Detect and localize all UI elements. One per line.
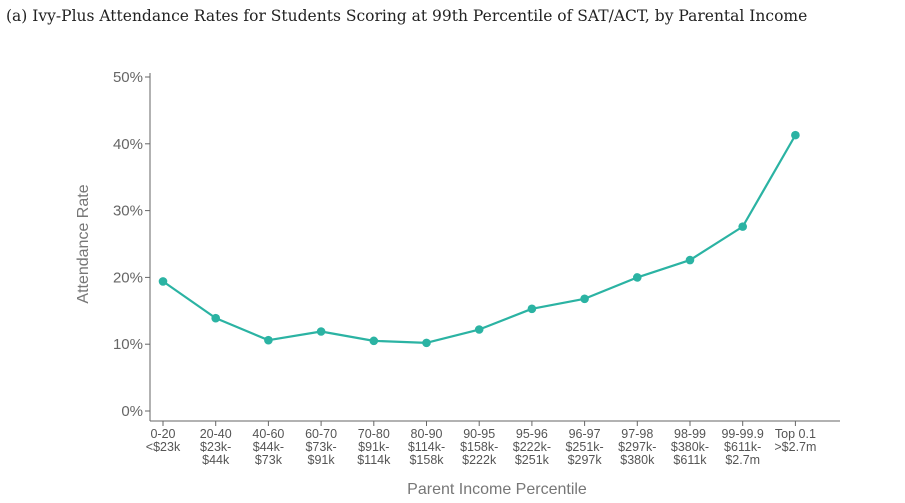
x-tick-label: Top 0.1 >$2.7m [774,427,816,454]
x-tick-percentile: 95-96 [516,427,548,441]
y-tick-label: 20% [113,269,143,286]
data-point [422,338,431,348]
x-tick-label: 99-99.9 $611k-$2.7m [721,427,763,467]
x-tick-income: $23k- [200,440,231,454]
x-tick-label: 60-70 $73k-$91k [305,427,337,467]
x-tick-income: <$23k [146,440,181,454]
x-tick-percentile: 40-60 [252,427,284,441]
x-tick-income: $158k- [460,440,498,454]
x-tick-percentile: 96-97 [569,427,601,441]
x-tick-label: 95-96 $222k-$251k [513,427,551,467]
series-line [162,134,797,344]
x-tick-percentile: 0-20 [150,427,175,441]
y-axis-title: Attendance Rate [75,184,92,303]
x-axis: 0-20 <$23k 20-40 $23k-$44k 40-60 $44k-$73k 60-… [146,420,840,467]
data-point [474,325,484,334]
x-tick-income: >$2.7m [774,440,816,454]
x-tick-income: $2.7m [725,453,760,467]
data-point [580,294,589,304]
x-tick-income: $251k- [565,440,603,454]
x-tick-income: $380k- [671,440,709,454]
y-tick-label: 40% [113,136,143,153]
x-tick-label: 40-60 $44k-$73k [252,427,284,467]
y-tick-label: 30% [113,203,143,220]
x-tick-income: $222k [462,453,497,467]
x-tick-label: 90-95 $158k-$222k [460,427,498,467]
y-axis: 0% 10% 20% 30% 40% 50% [113,69,151,421]
chart-title: (a) Ivy-Plus Attendance Rates for Studen… [6,7,808,25]
data-point [369,336,379,346]
data-point [685,255,695,265]
x-tick-label: 96-97 $251k-$297k [565,427,603,467]
y-tick-label: 0% [121,403,143,420]
x-tick-percentile: 20-40 [200,427,232,441]
x-tick-label: 98-99 $380k-$611k [671,427,709,467]
data-point [264,335,273,345]
x-tick-income: $611k- [724,440,761,454]
x-tick-label: 97-98 $297k-$380k [618,427,656,467]
x-tick-income: $73k- [305,440,336,454]
x-tick-income: $44k- [253,440,284,454]
x-tick-percentile: 97-98 [621,427,653,441]
x-tick-percentile: 99-99.9 [721,427,763,441]
data-point [791,130,800,140]
data-point [738,222,747,231]
x-tick-percentile: 70-80 [358,427,390,441]
x-tick-percentile: 60-70 [305,427,337,441]
y-tick-label: 50% [113,69,143,86]
data-point [316,327,326,336]
x-tick-label: 70-80 $91k-$114k [357,427,391,467]
x-tick-income: $91k- [358,440,389,454]
x-tick-income: $44k [202,453,230,467]
x-tick-income: $158k [409,453,444,467]
x-tick-percentile: 90-95 [463,427,495,441]
data-point [527,304,537,314]
data-point [158,277,168,286]
data-point [633,273,642,282]
x-axis-title: Parent Income Percentile [407,481,587,498]
x-tick-income: $251k [515,453,550,467]
x-tick-income: $91k [308,453,336,467]
x-tick-percentile: 98-99 [674,427,706,441]
x-tick-percentile: Top 0.1 [775,427,816,441]
series-attendance-rate [158,130,800,348]
x-tick-income: $222k- [513,440,551,454]
x-tick-income: $380k [620,453,655,467]
x-tick-label: 20-40 $23k-$44k [200,427,232,467]
x-tick-income: $297k [568,453,603,467]
x-tick-income: $114k [357,453,391,467]
x-tick-income: $114k- [408,440,445,454]
x-tick-income: $297k- [618,440,656,454]
x-tick-income: $73k [255,453,283,467]
data-point [211,313,220,323]
x-tick-label: 80-90 $114k-$158k [408,427,445,467]
y-tick-label: 10% [113,336,143,353]
x-tick-label: 0-20 <$23k [146,427,181,454]
x-tick-income: $611k [673,453,707,467]
x-tick-percentile: 80-90 [411,427,443,441]
